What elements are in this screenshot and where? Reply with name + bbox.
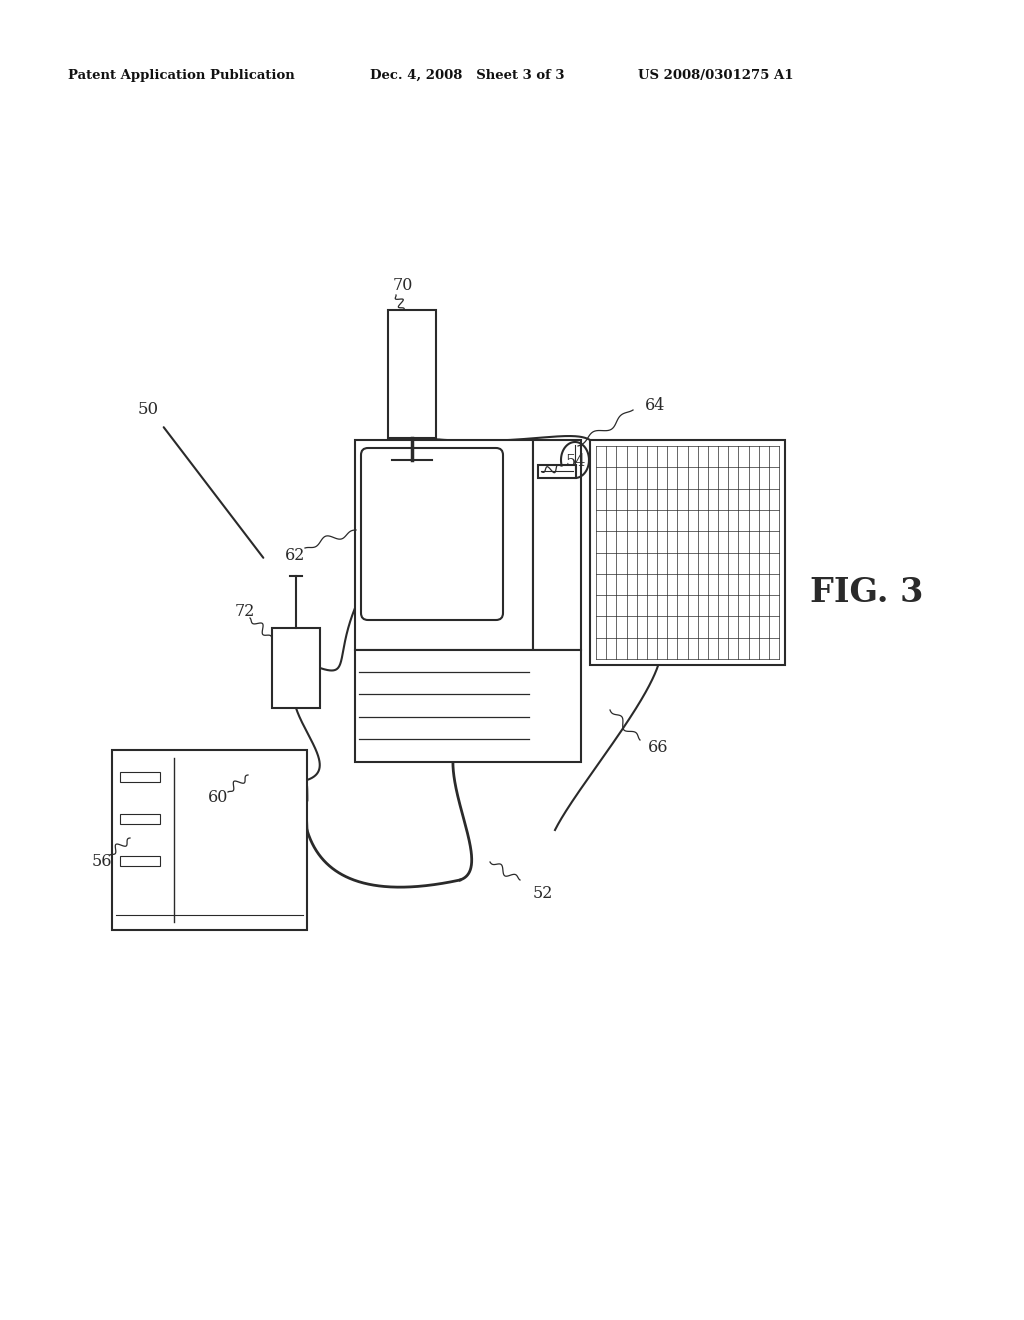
Text: 64: 64 — [645, 396, 666, 413]
Text: Dec. 4, 2008   Sheet 3 of 3: Dec. 4, 2008 Sheet 3 of 3 — [370, 69, 564, 82]
Bar — [388, 310, 436, 438]
Bar — [534, 440, 581, 649]
Bar — [272, 628, 319, 708]
Text: 72: 72 — [234, 603, 255, 620]
Text: 56: 56 — [92, 854, 113, 870]
Text: US 2008/0301275 A1: US 2008/0301275 A1 — [638, 69, 794, 82]
Bar — [355, 649, 581, 762]
Bar — [590, 440, 785, 665]
Text: 70: 70 — [393, 276, 414, 293]
Text: 50: 50 — [138, 401, 159, 418]
Text: 54: 54 — [566, 453, 587, 470]
Bar — [355, 440, 534, 649]
Text: 60: 60 — [208, 789, 228, 807]
Bar — [120, 814, 160, 824]
Text: Patent Application Publication: Patent Application Publication — [68, 69, 295, 82]
Bar — [112, 750, 307, 931]
FancyBboxPatch shape — [361, 447, 503, 620]
Text: 62: 62 — [285, 546, 305, 564]
Bar — [120, 855, 160, 866]
Bar — [538, 465, 575, 478]
Text: 66: 66 — [648, 739, 669, 756]
Text: 52: 52 — [534, 884, 553, 902]
Text: FIG. 3: FIG. 3 — [810, 577, 924, 610]
Bar — [120, 772, 160, 781]
